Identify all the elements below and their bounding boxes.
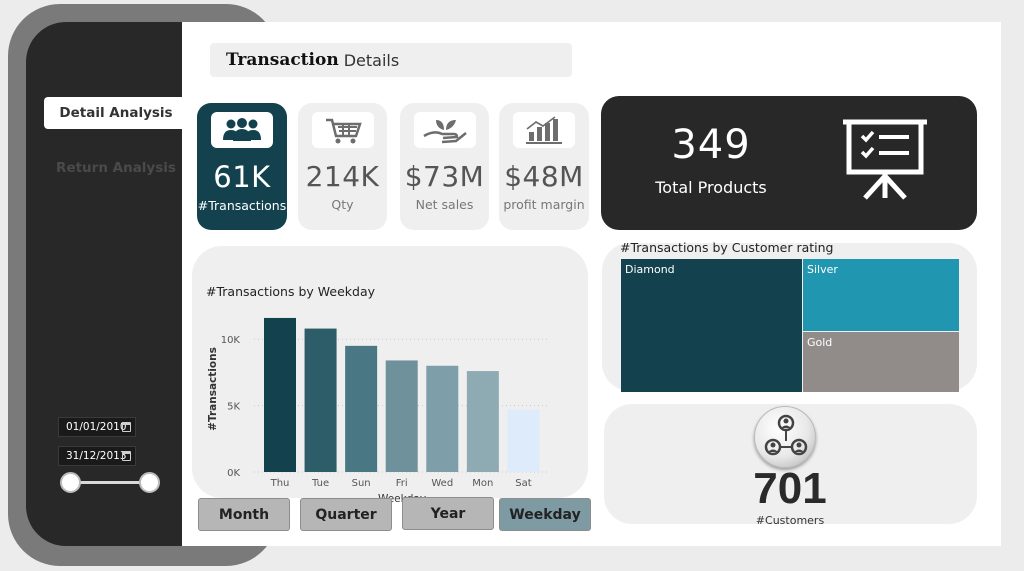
total-products-label: Total Products (655, 178, 767, 197)
customers-value: 701 (753, 464, 827, 513)
x-tick-label: Tue (311, 478, 329, 489)
total-products-value: 349 (671, 122, 751, 168)
kpi-value: 214K (305, 160, 380, 193)
start-date-input[interactable]: 01/01/2010 (58, 417, 136, 437)
bar[interactable] (426, 365, 459, 472)
x-tick-label: Thu (270, 478, 290, 489)
start-date-value: 01/01/2010 (66, 421, 127, 433)
treemap-cell-label: Diamond (625, 263, 675, 276)
page-title-light: Details (343, 50, 400, 70)
page-title-bold: Transaction (226, 50, 339, 70)
y-axis-label: #Transactions (207, 347, 219, 431)
weekday-chart-title: #Transactions by Weekday (206, 284, 376, 299)
period-month-button[interactable]: Month (198, 498, 290, 531)
bar[interactable] (345, 345, 378, 472)
customers-label: #Customers (755, 514, 825, 527)
bar[interactable] (264, 317, 296, 472)
date-range-slider-track[interactable] (70, 481, 150, 484)
kpi-value: 61K (213, 160, 271, 194)
total-products-card: 349 Total Products (601, 96, 977, 230)
end-date-value: 31/12/2013 (66, 450, 127, 462)
end-date-input[interactable]: 31/12/2013 (58, 446, 136, 466)
kpi-profit-margin: $48M profit margin (499, 103, 589, 230)
weekday-bar-chart: 0K 5K 10K#Transactions Thu Tue Sun Fri Wed Mon Sa… (207, 317, 548, 505)
kpi-label: Qty (331, 197, 354, 212)
nav-detail-analysis[interactable]: Detail Analysis (44, 97, 188, 129)
people-icon (211, 112, 273, 148)
date-range-start-handle[interactable] (60, 472, 81, 493)
presentation-board-icon (843, 119, 927, 200)
date-range-end-handle[interactable] (139, 472, 160, 493)
x-tick-label: Fri (396, 478, 408, 489)
bar[interactable] (507, 409, 540, 472)
treemap-cell-silver[interactable]: Silver (803, 259, 959, 331)
treemap-cell-label: Gold (807, 336, 833, 349)
bar[interactable] (304, 328, 337, 472)
page-title: Transaction Details (210, 43, 572, 77)
treemap-cell-gold[interactable]: Gold (803, 332, 959, 392)
period-quarter-button[interactable]: Quarter (300, 498, 392, 531)
period-year-button[interactable]: Year (402, 497, 494, 530)
treemap-cell-diamond[interactable]: Diamond (621, 259, 802, 392)
x-tick-label: Wed (431, 478, 453, 489)
calendar-icon[interactable] (122, 451, 131, 461)
y-tick-label: 0K (227, 468, 240, 479)
bar-growth-icon (513, 112, 575, 148)
period-weekday-button[interactable]: Weekday (499, 498, 591, 531)
x-tick-label: Mon (472, 478, 493, 489)
rating-treemap-title: #Transactions by Customer rating (620, 240, 834, 255)
kpi-value: $48M (504, 160, 584, 193)
treemap-cell-label: Silver (807, 263, 838, 276)
cart-icon (311, 112, 374, 148)
bar[interactable] (385, 360, 418, 472)
bar[interactable] (466, 371, 499, 472)
y-tick-label: 10K (221, 335, 241, 346)
x-tick-label: Sun (352, 478, 371, 489)
kpi-label: profit margin (503, 197, 585, 212)
calendar-icon[interactable] (122, 422, 131, 432)
kpi-value: $73M (404, 160, 485, 193)
kpi-transactions: 61K #Transactions (197, 103, 287, 230)
x-tick-label: Sat (515, 478, 531, 489)
customer-network-icon (754, 406, 816, 468)
kpi-label: Net sales (415, 197, 474, 212)
nav-return-analysis[interactable]: Return Analysis (56, 160, 176, 176)
kpi-label: #Transactions (197, 198, 287, 213)
kpi-net-sales: $73M Net sales (400, 103, 489, 230)
hand-coin-icon (413, 112, 476, 148)
kpi-qty: 214K Qty (298, 103, 387, 230)
y-tick-label: 5K (227, 402, 240, 413)
